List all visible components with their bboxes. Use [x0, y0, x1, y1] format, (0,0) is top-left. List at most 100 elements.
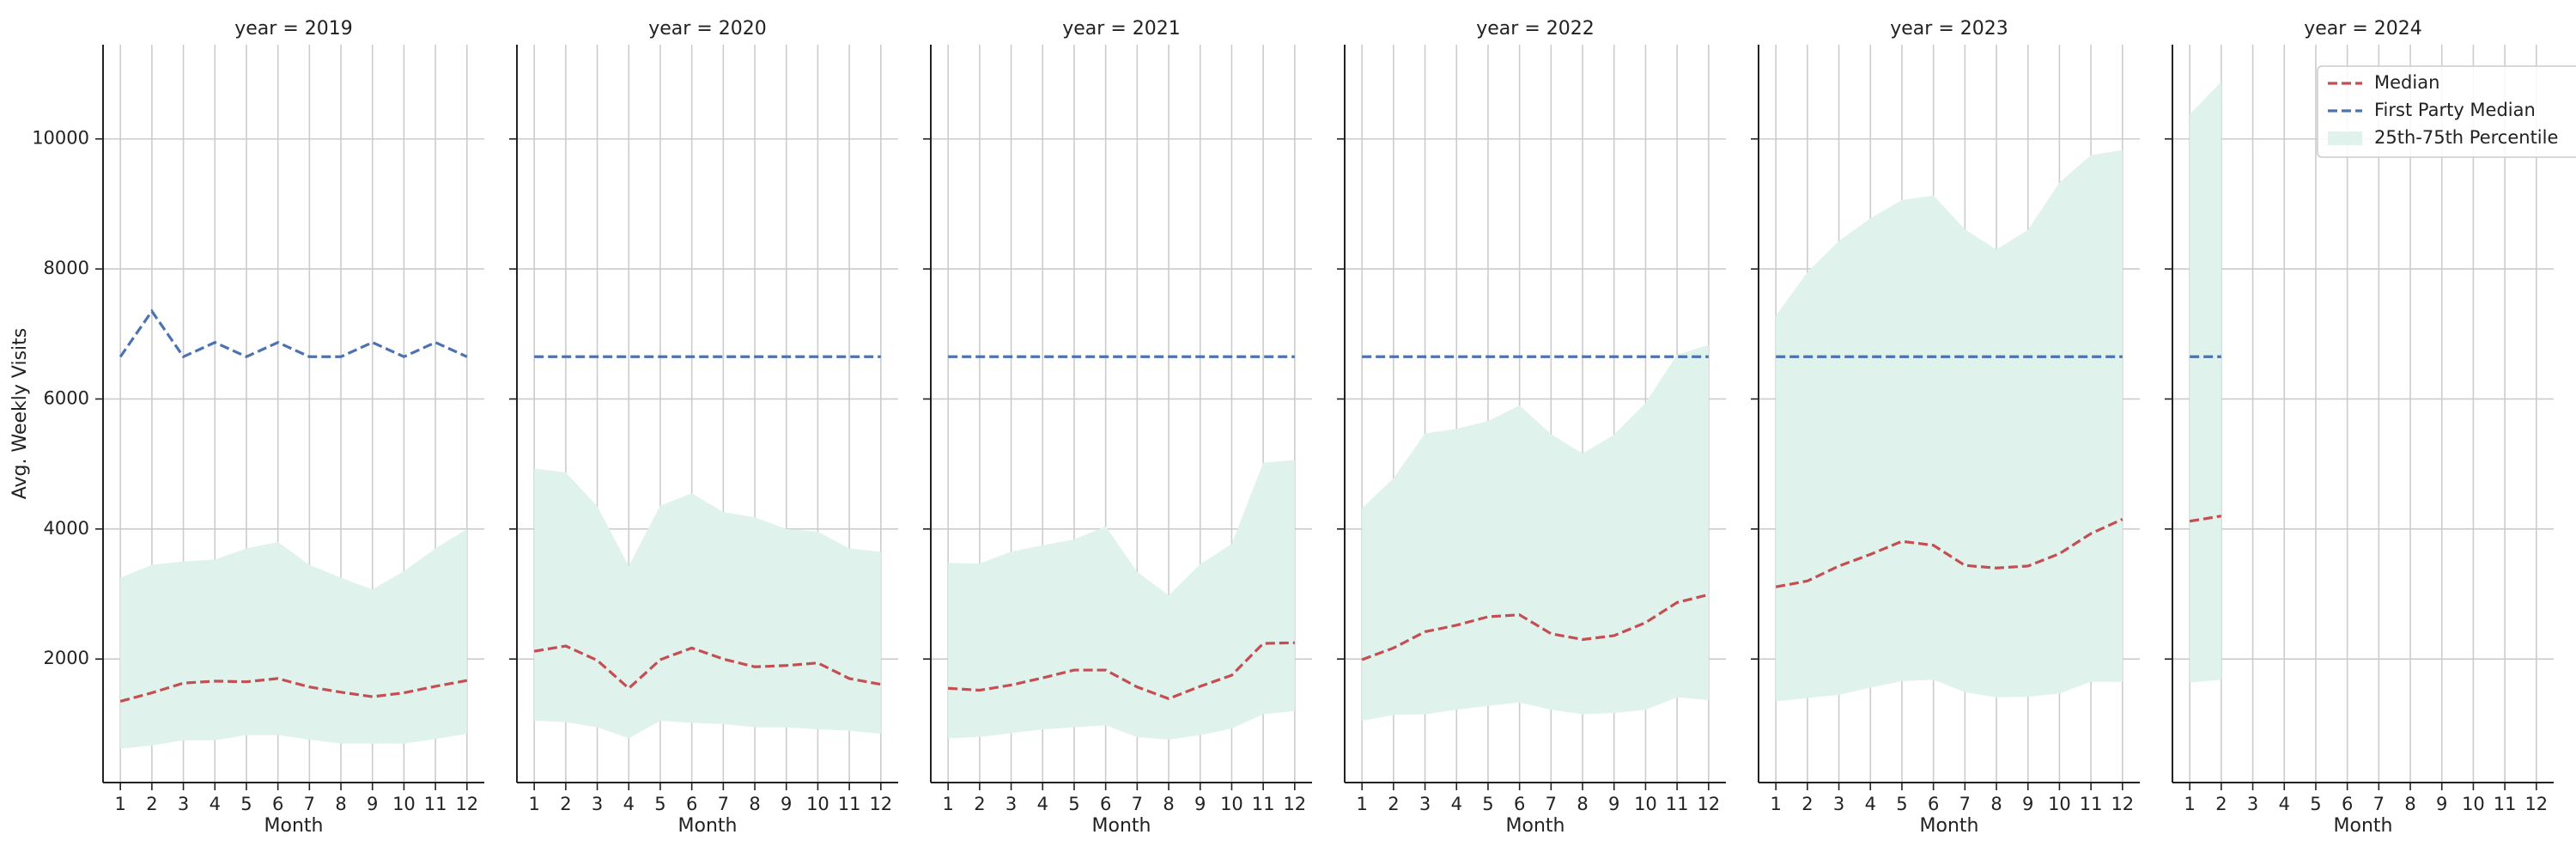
x-axis-label: Month	[1506, 815, 1565, 837]
line	[119, 677, 468, 703]
x-tick-label: 8	[1577, 794, 1588, 814]
line	[948, 641, 1295, 701]
x-tick-label: 4	[1865, 794, 1876, 814]
y-tick-label: 6000	[44, 387, 89, 408]
x-tick-label: 7	[304, 794, 315, 814]
legend-label: 25th-75th Percentile	[2374, 127, 2558, 148]
x-tick-label: 10	[1634, 794, 1657, 814]
x-tick-label: 5	[1896, 794, 1907, 814]
x-tick-label: 6	[2342, 794, 2353, 814]
legend-box	[2317, 65, 2576, 158]
x-tick-label: 10	[806, 794, 829, 814]
x-tick-label: 12	[1697, 794, 1720, 814]
x-axis-label: Month	[1920, 815, 1979, 837]
x-axis-label: Month	[1092, 815, 1151, 837]
line	[1361, 593, 1710, 661]
x-tick-label: 11	[1666, 794, 1689, 814]
percentile-band	[534, 468, 881, 739]
line	[118, 308, 468, 359]
x-tick-label: 9	[1194, 794, 1206, 814]
legend-label: Median	[2374, 72, 2439, 93]
x-tick-label: 12	[2111, 794, 2134, 814]
x-tick-label: 4	[1037, 794, 1048, 814]
x-tick-label: 8	[1163, 794, 1174, 814]
x-axis-label: Month	[678, 815, 738, 837]
x-tick-label: 11	[424, 794, 447, 814]
x-tick-label: 12	[2524, 794, 2548, 814]
y-tick-label: 2000	[44, 648, 89, 668]
x-tick-label: 2	[974, 794, 985, 814]
panel-title: year = 2022	[1476, 18, 1595, 40]
x-tick-label: 5	[2310, 794, 2321, 814]
x-tick-label: 4	[623, 794, 635, 814]
panel-title: year = 2021	[1062, 18, 1181, 40]
x-tick-label: 1	[114, 794, 125, 814]
x-tick-label: 7	[2373, 794, 2385, 814]
x-tick-label: 7	[1132, 794, 1143, 814]
x-tick-label: 7	[1959, 794, 1971, 814]
x-tick-label: 11	[2494, 794, 2517, 814]
x-tick-label: 10	[392, 794, 416, 814]
x-tick-label: 6	[1928, 794, 1939, 814]
line	[533, 644, 882, 691]
x-tick-label: 5	[240, 794, 252, 814]
x-tick-label: 4	[1451, 794, 1462, 814]
x-tick-label: 1	[1770, 794, 1781, 814]
y-tick-label: 4000	[44, 518, 89, 539]
x-tick-label: 2	[1801, 794, 1813, 814]
x-tick-label: 4	[210, 794, 221, 814]
x-tick-label: 9	[367, 794, 378, 814]
x-tick-label: 3	[592, 794, 603, 814]
percentile-band	[948, 460, 1295, 740]
x-tick-label: 10	[2462, 794, 2485, 814]
percentile-band	[1362, 344, 1709, 722]
x-tick-label: 1	[1356, 794, 1367, 814]
x-tick-label: 7	[1546, 794, 1557, 814]
x-tick-label: 10	[2048, 794, 2071, 814]
x-tick-label: 5	[654, 794, 665, 814]
percentile-band	[2190, 82, 2221, 683]
y-tick-label: 8000	[44, 258, 89, 278]
x-tick-label: 11	[2080, 794, 2103, 814]
legend: Median First Party Median 25th-75th Percen…	[2317, 65, 2576, 158]
line	[1775, 518, 2123, 588]
x-tick-label: 11	[1252, 794, 1275, 814]
x-tick-label: 3	[1419, 794, 1431, 814]
x-tick-label: 1	[2184, 794, 2195, 814]
x-tick-label: 6	[1514, 794, 1525, 814]
x-tick-label: 7	[718, 794, 729, 814]
x-tick-label: 12	[455, 794, 478, 814]
x-tick-label: 11	[838, 794, 861, 814]
x-tick-label: 8	[335, 794, 346, 814]
x-tick-label: 12	[1283, 794, 1306, 814]
x-tick-label: 12	[869, 794, 892, 814]
x-axis-label: Month	[2334, 815, 2393, 837]
line	[2189, 515, 2222, 523]
legend-label: First Party Median	[2374, 100, 2536, 120]
panel-title: year = 2020	[648, 18, 767, 40]
x-tick-label: 3	[1833, 794, 1844, 814]
x-tick-label: 5	[1068, 794, 1079, 814]
percentile-band	[1776, 149, 2123, 702]
x-tick-label: 5	[1482, 794, 1493, 814]
x-tick-label: 8	[749, 794, 760, 814]
y-axis-label: Avg. Weekly Visits	[9, 328, 31, 499]
x-tick-label: 3	[1005, 794, 1017, 814]
x-tick-label: 10	[1220, 794, 1243, 814]
percentile-band	[120, 528, 467, 749]
y-tick-label: 10000	[32, 128, 89, 149]
x-tick-label: 6	[272, 794, 283, 814]
x-tick-label: 9	[1608, 794, 1619, 814]
x-tick-label: 8	[2404, 794, 2415, 814]
x-axis-label: Month	[264, 815, 324, 837]
x-tick-label: 6	[1100, 794, 1111, 814]
x-tick-label: 9	[2022, 794, 2033, 814]
panel-title: year = 2023	[1890, 18, 2008, 40]
x-tick-label: 8	[1990, 794, 2002, 814]
